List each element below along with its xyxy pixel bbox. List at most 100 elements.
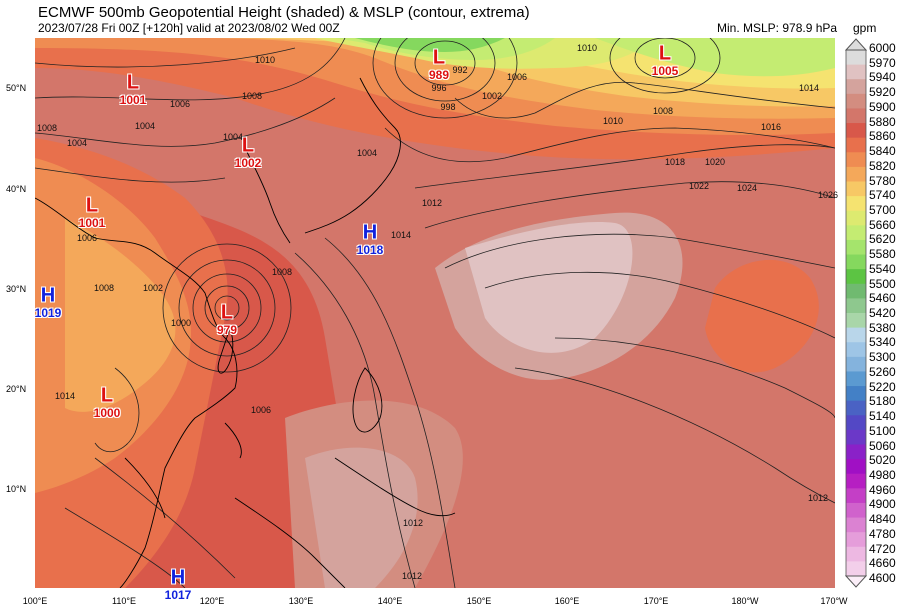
pressure-center-value: 1002 <box>234 156 262 170</box>
pressure-center-value: 1018 <box>356 243 384 257</box>
isobar-label: 1012 <box>402 518 424 528</box>
low-pressure-marker: L <box>432 46 446 69</box>
colorbar-level-label: 5540 <box>869 261 896 276</box>
colorbar-level-label: 4840 <box>869 512 896 527</box>
isobar-label: 1008 <box>652 106 674 116</box>
colorbar-segment <box>846 532 866 548</box>
isobar-label: 1014 <box>54 391 76 401</box>
colorbar-segment <box>846 502 866 519</box>
low-pressure-marker: L <box>658 42 672 65</box>
colorbar-segment <box>846 64 866 80</box>
colorbar-segment <box>846 225 866 241</box>
pressure-center-value: 989 <box>428 68 450 82</box>
isobar-label: 1020 <box>704 157 726 167</box>
colorbar-segment <box>846 473 866 489</box>
colorbar-segment <box>846 546 866 562</box>
low-pressure-marker: L <box>85 194 99 217</box>
pressure-center-value: 1019 <box>34 306 62 320</box>
isobar-label: 1004 <box>66 138 88 148</box>
colorbar-segment <box>846 386 866 402</box>
colorbar-level-label: 5820 <box>869 158 896 173</box>
colorbar-level-label: 5740 <box>869 188 896 203</box>
colorbar-level-label: 5860 <box>869 129 896 144</box>
lat-tick-label: 40°N <box>6 184 27 194</box>
lon-tick-label: 100°E <box>22 596 48 606</box>
pressure-center-value: 1000 <box>93 406 121 420</box>
colorbar-segment <box>846 313 866 329</box>
pressure-center-value: 979 <box>216 323 238 337</box>
lat-tick-label: 30°N <box>6 284 27 294</box>
lon-tick-label: 170°W <box>820 596 848 606</box>
colorbar-level-label: 5460 <box>869 291 896 306</box>
isobar-label: 1024 <box>736 183 758 193</box>
pressure-center-value: 1001 <box>78 216 106 230</box>
colorbar-segment <box>846 488 866 504</box>
colorbar-level-label: 5900 <box>869 99 896 114</box>
isobar-label: 1010 <box>576 43 598 53</box>
isobar-label: 1012 <box>421 198 443 208</box>
colorbar-level-label: 5100 <box>869 423 896 438</box>
colorbar-level-label: 5140 <box>869 409 896 424</box>
colorbar-segment <box>846 459 866 475</box>
colorbar-segment <box>846 283 866 299</box>
colorbar-level-label: 5920 <box>869 85 896 100</box>
isobar-label: 998 <box>440 102 456 112</box>
colorbar-level-label: 4720 <box>869 541 896 556</box>
colorbar-level-label: 4980 <box>869 467 896 482</box>
isobar-label: 1002 <box>142 283 164 293</box>
isobar-label: 1008 <box>36 123 58 133</box>
colorbar-max-arrow <box>845 38 867 51</box>
isobar-label: 1000 <box>170 318 192 328</box>
colorbar-segment <box>846 400 866 416</box>
pressure-center-value: 1005 <box>651 64 679 78</box>
lat-tick-label: 50°N <box>6 83 27 93</box>
isobar-label: 1004 <box>134 121 156 131</box>
colorbar-units: gpm <box>853 21 877 35</box>
isobar-label: 992 <box>452 65 468 75</box>
colorbar-level-label: 5380 <box>869 320 896 335</box>
lon-tick-label: 110°E <box>112 596 136 606</box>
colorbar-level-label: 5300 <box>869 350 896 365</box>
isobar-label: 1008 <box>271 267 293 277</box>
colorbar-level-label: 5060 <box>869 438 896 453</box>
colorbar-level-label: 4900 <box>869 497 896 512</box>
lat-tick-label: 10°N <box>6 484 27 494</box>
colorbar-level-label: 4780 <box>869 526 896 541</box>
colorbar-level-label: 4660 <box>869 556 896 571</box>
low-pressure-marker: L <box>126 71 140 94</box>
colorbar-segment <box>846 196 866 212</box>
high-pressure-marker: H <box>170 566 186 589</box>
colorbar-segment <box>846 356 866 372</box>
lon-tick-label: 140°E <box>377 596 403 606</box>
colorbar-segment <box>846 108 866 124</box>
colorbar-level-label: 4600 <box>869 571 896 585</box>
map-title: ECMWF 500mb Geopotential Height (shaded)… <box>38 4 530 21</box>
isobar-label: 1014 <box>798 83 820 93</box>
colorbar-level-label: 5500 <box>869 276 896 291</box>
colorbar-segment <box>846 210 866 226</box>
colorbar-level-label: 5840 <box>869 144 896 159</box>
colorbar-segment <box>846 239 866 256</box>
colorbar-level-label: 5340 <box>869 335 896 350</box>
colorbar-level-label: 5180 <box>869 394 896 409</box>
lat-tick-label: 20°N <box>6 384 27 394</box>
colorbar-level-label: 5700 <box>869 202 896 217</box>
colorbar-segment <box>846 371 866 387</box>
high-pressure-marker: H <box>362 221 378 244</box>
colorbar-min-arrow <box>845 575 867 588</box>
colorbar-level-label: 6000 <box>869 41 896 55</box>
coastlines <box>35 77 456 588</box>
isobar-label: 1004 <box>356 148 378 158</box>
colorbar-level-label: 5220 <box>869 379 896 394</box>
colorbar <box>845 38 867 588</box>
map-subtitle: 2023/07/28 Fri 00Z [+120h] valid at 2023… <box>38 21 340 35</box>
pressure-center-value: 1001 <box>119 93 147 107</box>
lon-tick-label: 150°E <box>466 596 492 606</box>
low-pressure-marker: L <box>241 134 255 157</box>
isobar-label: 1010 <box>602 116 624 126</box>
min-mslp-readout: Min. MSLP: 978.9 hPa <box>717 21 838 35</box>
pressure-center-value: 1017 <box>164 588 192 602</box>
colorbar-segment <box>846 298 866 314</box>
colorbar-segment <box>846 50 866 66</box>
isobar-label: 1006 <box>506 72 528 82</box>
